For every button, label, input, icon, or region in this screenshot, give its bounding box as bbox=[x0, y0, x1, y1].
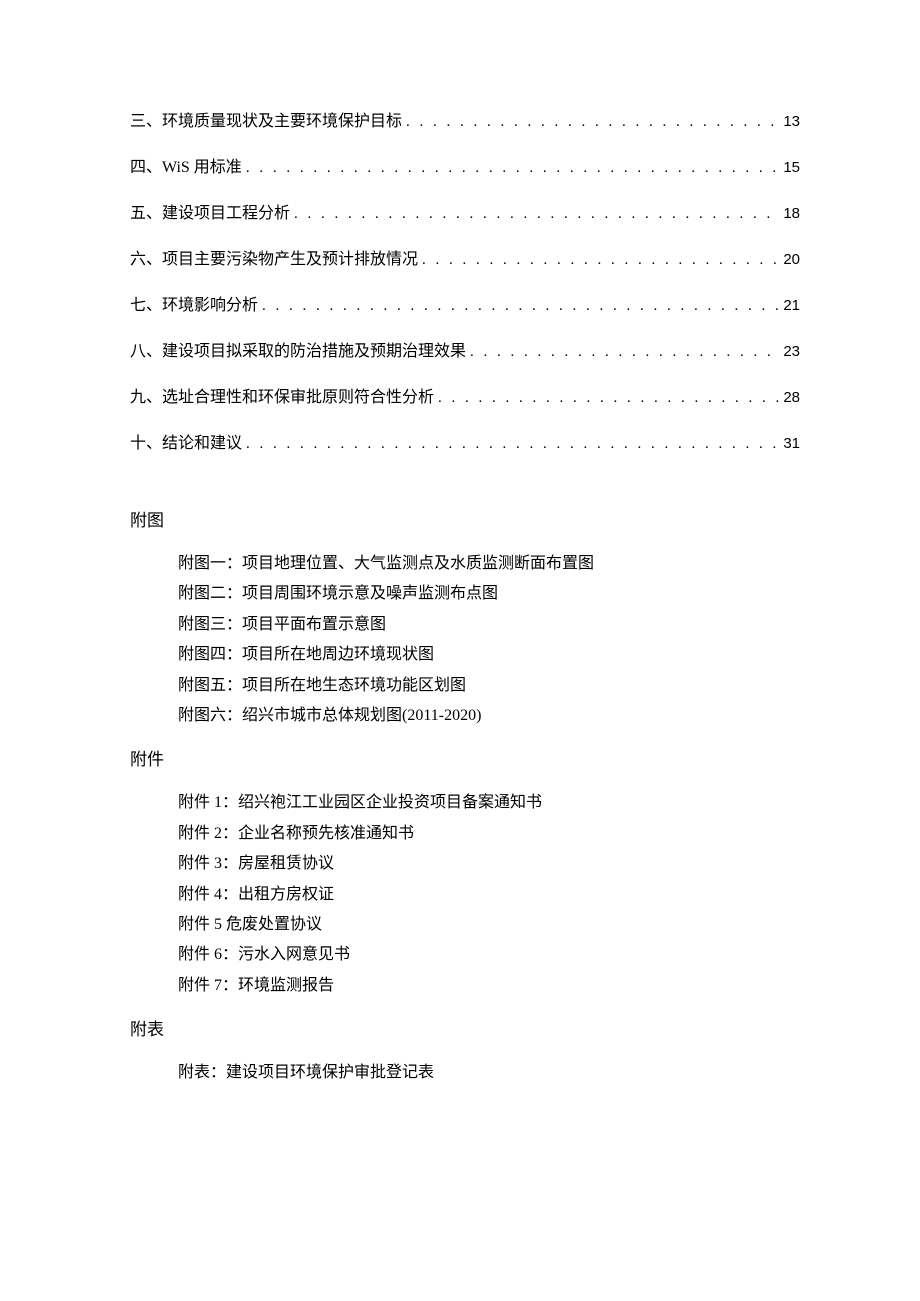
toc-entry: 十、结论和建议 . . . . . . . . . . . . . . . . … bbox=[130, 432, 800, 456]
toc-dot-leader: . . . . . . . . . . . . . . . . . . . . … bbox=[294, 203, 779, 226]
toc-entry-label: 九、选址合理性和环保审批原则符合性分析 bbox=[130, 386, 434, 410]
figures-heading: 附图 bbox=[130, 506, 800, 531]
toc-entry-page: 28 bbox=[783, 387, 800, 410]
toc-entry-page: 15 bbox=[783, 157, 800, 180]
figure-item: 附图四：项目所在地周边环境现状图 bbox=[178, 640, 800, 670]
toc-dot-leader: . . . . . . . . . . . . . . . . . . . . … bbox=[246, 433, 779, 456]
tables-heading: 附表 bbox=[130, 1015, 800, 1040]
figure-item: 附图二：项目周围环境示意及噪声监测布点图 bbox=[178, 579, 800, 609]
toc-dot-leader: . . . . . . . . . . . . . . . . . . . . … bbox=[438, 387, 779, 410]
table-of-contents: 三、环境质量现状及主要环境保护目标 . . . . . . . . . . . … bbox=[130, 110, 800, 456]
toc-entry-label: 四、WiS 用标准 bbox=[130, 156, 242, 180]
toc-entry-page: 31 bbox=[783, 433, 800, 456]
toc-dot-leader: . . . . . . . . . . . . . . . . . . . . … bbox=[422, 249, 779, 272]
toc-entry-label: 三、环境质量现状及主要环境保护目标 bbox=[130, 110, 402, 134]
tables-section: 附表 附表：建设项目环境保护审批登记表 bbox=[130, 1015, 800, 1088]
figures-list: 附图一：项目地理位置、大气监测点及水质监测断面布置图 附图二：项目周围环境示意及… bbox=[130, 549, 800, 731]
toc-entry: 三、环境质量现状及主要环境保护目标 . . . . . . . . . . . … bbox=[130, 110, 800, 134]
attachment-item: 附件 4：出租方房权证 bbox=[178, 880, 800, 910]
toc-entry-label: 八、建设项目拟采取的防治措施及预期治理效果 bbox=[130, 340, 466, 364]
toc-entry-page: 23 bbox=[783, 341, 800, 364]
attachments-list: 附件 1：绍兴袍江工业园区企业投资项目备案通知书 附件 2：企业名称预先核准通知… bbox=[130, 788, 800, 1001]
attachment-item: 附件 1：绍兴袍江工业园区企业投资项目备案通知书 bbox=[178, 788, 800, 818]
toc-entry-page: 21 bbox=[783, 295, 800, 318]
toc-entry-page: 13 bbox=[783, 111, 800, 134]
toc-entry-label: 五、建设项目工程分析 bbox=[130, 202, 290, 226]
toc-entry: 七、环境影响分析 . . . . . . . . . . . . . . . .… bbox=[130, 294, 800, 318]
toc-dot-leader: . . . . . . . . . . . . . . . . . . . . … bbox=[470, 341, 779, 364]
attachment-item: 附件 3：房屋租赁协议 bbox=[178, 849, 800, 879]
tables-list: 附表：建设项目环境保护审批登记表 bbox=[130, 1058, 800, 1088]
toc-entry: 九、选址合理性和环保审批原则符合性分析 . . . . . . . . . . … bbox=[130, 386, 800, 410]
attachment-item: 附件 2：企业名称预先核准通知书 bbox=[178, 819, 800, 849]
figure-item: 附图一：项目地理位置、大气监测点及水质监测断面布置图 bbox=[178, 549, 800, 579]
toc-entry-label: 六、项目主要污染物产生及预计排放情况 bbox=[130, 248, 418, 272]
toc-entry: 五、建设项目工程分析 . . . . . . . . . . . . . . .… bbox=[130, 202, 800, 226]
figures-section: 附图 附图一：项目地理位置、大气监测点及水质监测断面布置图 附图二：项目周围环境… bbox=[130, 506, 800, 731]
figure-item: 附图五：项目所在地生态环境功能区划图 bbox=[178, 671, 800, 701]
toc-dot-leader: . . . . . . . . . . . . . . . . . . . . … bbox=[406, 111, 779, 134]
toc-entry: 四、WiS 用标准 . . . . . . . . . . . . . . . … bbox=[130, 156, 800, 180]
toc-entry-label: 十、结论和建议 bbox=[130, 432, 242, 456]
toc-entry: 八、建设项目拟采取的防治措施及预期治理效果 . . . . . . . . . … bbox=[130, 340, 800, 364]
figure-item: 附图三：项目平面布置示意图 bbox=[178, 610, 800, 640]
attachments-section: 附件 附件 1：绍兴袍江工业园区企业投资项目备案通知书 附件 2：企业名称预先核… bbox=[130, 745, 800, 1001]
figure-item: 附图六：绍兴市城市总体规划图(2011-2020) bbox=[178, 701, 800, 731]
attachment-item: 附件 7：环境监测报告 bbox=[178, 971, 800, 1001]
toc-entry: 六、项目主要污染物产生及预计排放情况 . . . . . . . . . . .… bbox=[130, 248, 800, 272]
toc-dot-leader: . . . . . . . . . . . . . . . . . . . . … bbox=[262, 295, 779, 318]
toc-entry-page: 18 bbox=[783, 203, 800, 226]
toc-dot-leader: . . . . . . . . . . . . . . . . . . . . … bbox=[246, 157, 780, 180]
toc-entry-page: 20 bbox=[783, 249, 800, 272]
attachment-item: 附件 6：污水入网意见书 bbox=[178, 940, 800, 970]
toc-entry-label: 七、环境影响分析 bbox=[130, 294, 258, 318]
attachments-heading: 附件 bbox=[130, 745, 800, 770]
table-item: 附表：建设项目环境保护审批登记表 bbox=[178, 1058, 800, 1088]
attachment-item: 附件 5 危废处置协议 bbox=[178, 910, 800, 940]
